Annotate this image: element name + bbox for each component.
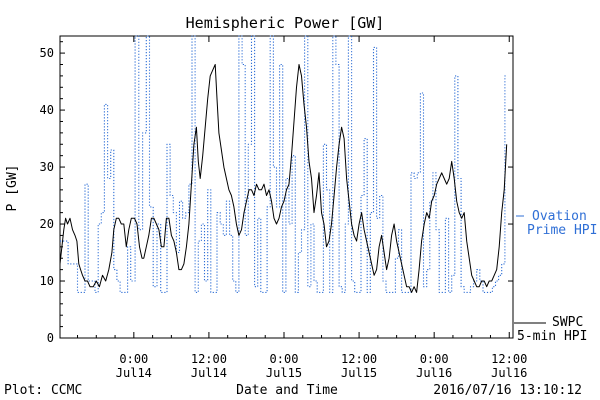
x-tick-label-time: 12:00 xyxy=(341,352,377,366)
y-tick-label: 40 xyxy=(40,103,54,117)
x-tick-label-time: 12:00 xyxy=(191,352,227,366)
x-axis-label: Date and Time xyxy=(236,383,338,398)
x-tick-label-time: 0:00 xyxy=(420,352,449,366)
y-axis: 0 10 20 30 40 50 xyxy=(40,41,513,345)
legend-ovation-label-1: Ovation xyxy=(532,209,587,224)
x-tick-label-date: Jul15 xyxy=(266,366,302,380)
y-tick-label: 20 xyxy=(40,217,54,231)
legend-ovation-label-2: Prime HPI xyxy=(527,223,597,238)
plot-frame xyxy=(59,35,514,339)
y-tick-label: 50 xyxy=(40,46,54,60)
series-swpc-line xyxy=(59,64,508,293)
footer-plot-credit: Plot: CCMC xyxy=(4,383,82,398)
x-tick-label-date: Jul15 xyxy=(341,366,377,380)
y-tick-label: 10 xyxy=(40,274,54,288)
x-tick-label-time: 0:00 xyxy=(270,352,299,366)
y-tick-label: 30 xyxy=(40,160,54,174)
y-axis-label: P [GW] xyxy=(5,165,20,212)
x-tick-label-date: Jul16 xyxy=(416,366,452,380)
y-tick-label: 0 xyxy=(47,331,54,345)
x-axis: 0:00Jul1412:00Jul140:00Jul1512:00Jul150:… xyxy=(77,36,527,380)
legend-swpc-label-1: SWPC xyxy=(552,315,583,330)
series-ovation-prime-line xyxy=(60,35,507,293)
legend-swpc-label-2: 5-min HPI xyxy=(517,329,587,344)
x-tick-label-time: 0:00 xyxy=(119,352,148,366)
x-tick-label-date: Jul14 xyxy=(191,366,227,380)
x-tick-label-time: 12:00 xyxy=(491,352,527,366)
footer-timestamp: 2016/07/16 13:10:12 xyxy=(433,383,582,398)
x-tick-label-date: Jul14 xyxy=(116,366,152,380)
chart-title: Hemispheric Power [GW] xyxy=(186,14,385,32)
series-layer xyxy=(59,35,508,293)
x-tick-label-date: Jul16 xyxy=(491,366,527,380)
